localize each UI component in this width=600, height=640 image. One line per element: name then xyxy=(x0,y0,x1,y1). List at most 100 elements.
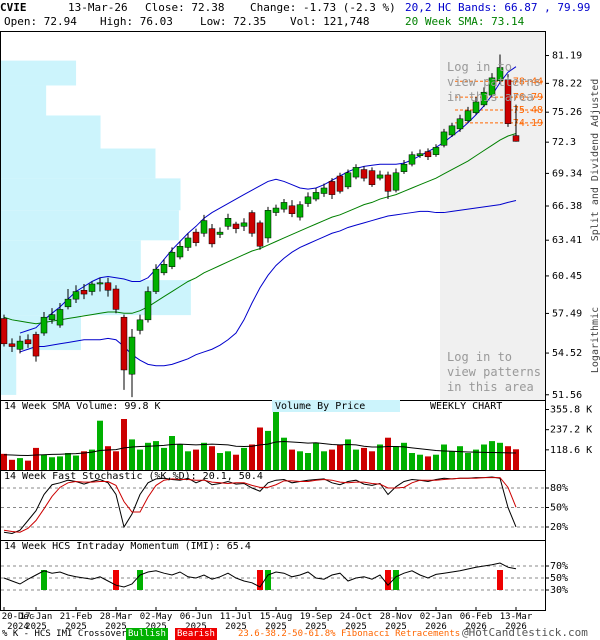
candle-body xyxy=(352,167,360,178)
y-tick-label: 66.38 xyxy=(552,201,582,212)
volume-bar xyxy=(225,451,231,470)
volume-bar xyxy=(393,446,399,470)
header-date: 13-Mar-26 xyxy=(68,1,128,14)
candle-body xyxy=(72,291,80,300)
y-tick-label: 70% xyxy=(550,561,568,572)
candle-body xyxy=(504,79,512,124)
oscillator-line xyxy=(3,477,517,533)
x-tick-label: 24-Oct 2025 xyxy=(339,612,373,632)
volume-bar xyxy=(145,442,151,470)
x-tick-label: 28-Nov 2025 xyxy=(379,612,413,632)
x-tick-label: 02-Jan 2026 xyxy=(419,612,453,632)
candle-body xyxy=(384,174,392,192)
volume-bar xyxy=(369,451,375,470)
x-tick-label: 11-Jul 2025 xyxy=(219,612,253,632)
candle-body xyxy=(128,336,136,375)
candle-body xyxy=(24,339,32,345)
y-tick-label: 30% xyxy=(550,585,568,596)
header-open: Open: 72.94 xyxy=(4,15,77,28)
volume-by-price-bar xyxy=(1,240,141,281)
oscillator-line xyxy=(3,562,517,588)
x-tick-label: 06-Jun 2025 xyxy=(179,612,213,632)
candle-body xyxy=(400,163,408,172)
volume-bar xyxy=(361,447,367,470)
candle-body xyxy=(304,196,312,204)
candle-body xyxy=(512,135,520,142)
candle-body xyxy=(368,170,376,185)
volume-bar xyxy=(153,441,159,470)
volume-bar xyxy=(169,436,175,470)
candle-body xyxy=(288,205,296,214)
candle-body xyxy=(104,282,112,291)
candle-body xyxy=(344,172,352,188)
oscillator-line xyxy=(3,476,517,535)
header-low: Low: 72.35 xyxy=(200,15,267,28)
candle-body xyxy=(336,175,344,192)
candle-body xyxy=(136,319,144,331)
volume-bar xyxy=(281,437,287,470)
candle-body xyxy=(80,290,88,295)
candle-body xyxy=(160,264,168,274)
candle-body xyxy=(152,268,160,292)
volume-bar xyxy=(65,453,71,470)
candle-body xyxy=(56,309,64,326)
volume-bar xyxy=(377,444,383,470)
volume-by-price-bar xyxy=(1,210,179,241)
volume-bar xyxy=(121,419,127,470)
volume-bar xyxy=(249,444,255,470)
indicator-line xyxy=(19,200,517,367)
y-tick-label: 51.56 xyxy=(552,390,582,401)
candle-body xyxy=(176,245,184,258)
y-tick-label: 50% xyxy=(550,503,568,514)
volume-bar xyxy=(297,451,303,470)
candle-body xyxy=(224,218,232,227)
y-tick-label: 54.52 xyxy=(552,348,582,359)
y-tick-label: 237.2 K xyxy=(550,425,592,436)
y-tick-label: 69.34 xyxy=(552,168,582,179)
volume-bar xyxy=(425,456,431,470)
volume-bar xyxy=(265,430,271,470)
fibonacci-label: 74.19 xyxy=(513,118,543,129)
candle-body xyxy=(488,77,496,96)
volume-bar xyxy=(409,453,415,470)
candle-body xyxy=(232,223,240,229)
legend-bearish: Bearish xyxy=(175,628,217,640)
x-tick-label: 21-Feb 2025 xyxy=(59,612,93,632)
y-tick-label: 75.26 xyxy=(552,107,582,118)
legend-fibonacci: 23.6-38.2-50-61.8% Fibonacci Retracement… xyxy=(238,629,461,639)
vbp-label-bg xyxy=(272,400,400,412)
volume-sma-line xyxy=(3,440,517,457)
volume-bar xyxy=(329,449,335,470)
volume-bar xyxy=(129,439,135,470)
volume-bar xyxy=(441,444,447,470)
y-tick-label: 355.8 K xyxy=(550,405,592,416)
volume-bar xyxy=(233,454,239,470)
candle-body xyxy=(456,118,464,130)
volume-bar xyxy=(241,447,247,470)
candle-body xyxy=(192,231,200,243)
volume-bar xyxy=(73,455,79,470)
candle-body xyxy=(216,231,224,235)
header-symbol: CVIE xyxy=(0,1,27,14)
volume-bar xyxy=(497,442,503,470)
volume-bar xyxy=(1,453,7,470)
volume-bar xyxy=(25,460,31,470)
candle-body xyxy=(408,154,416,165)
fibonacci-label: 75.48 xyxy=(513,105,543,116)
volume-bar xyxy=(33,447,39,470)
y-tick-label: 20% xyxy=(550,522,568,533)
volume-bar xyxy=(161,447,167,470)
x-tick-label: 02-May 2025 xyxy=(139,612,173,632)
x-tick-label: 20-Dec 2024 xyxy=(1,612,35,632)
volume-bar xyxy=(481,444,487,470)
volume-bar xyxy=(289,449,295,470)
crossover-marker xyxy=(113,570,119,590)
candle-body xyxy=(376,174,384,179)
y-tick-label: 78.22 xyxy=(552,78,582,89)
candle-body xyxy=(112,288,120,310)
y-tick-label: 118.6 K xyxy=(550,445,592,456)
volume-bar xyxy=(385,437,391,470)
volume-bar xyxy=(513,449,519,470)
volume-bar xyxy=(9,459,15,470)
